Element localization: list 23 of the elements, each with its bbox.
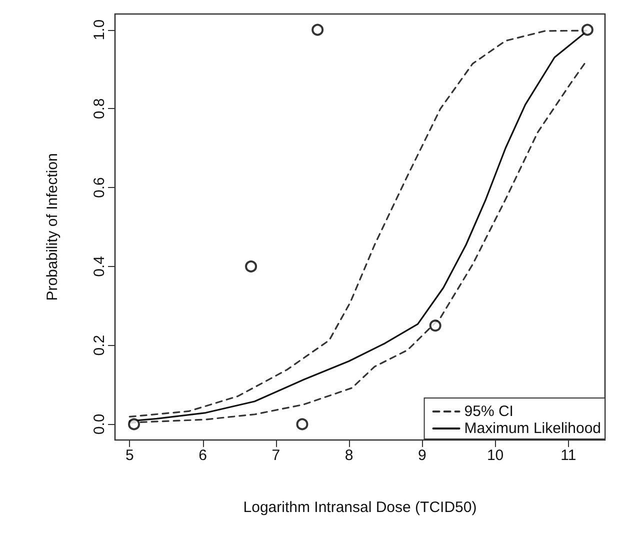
point — [581, 24, 594, 36]
point — [245, 260, 258, 272]
x-axis-title: Logarithm Intransal Dose (TCID50) — [243, 499, 477, 516]
y-tick-label: 1.0 — [91, 19, 108, 40]
x-tick-label: 9 — [418, 447, 426, 464]
x-tick-label: 5 — [125, 447, 134, 464]
y-tick-label: 0.0 — [91, 414, 108, 435]
y-axis-title: Probability of Infection — [44, 153, 61, 301]
legend-label: 95% CI — [464, 403, 514, 420]
y-tick-label: 0.8 — [91, 98, 108, 120]
point — [128, 418, 140, 430]
x-tick-label: 8 — [344, 447, 354, 464]
point — [312, 24, 324, 36]
x-tick-label: 7 — [272, 447, 280, 464]
y-tick-label: 0.4 — [91, 256, 108, 277]
x-tick-label: 11 — [560, 447, 576, 464]
point — [296, 418, 308, 430]
x-tick-label: 10 — [486, 447, 504, 464]
legend-label: Maximum Likelihood — [464, 420, 602, 437]
x-tick-label: 6 — [198, 447, 207, 464]
y-tick-label: 0.2 — [91, 334, 108, 356]
point — [429, 320, 442, 332]
y-tick-label: 0.6 — [91, 177, 108, 198]
